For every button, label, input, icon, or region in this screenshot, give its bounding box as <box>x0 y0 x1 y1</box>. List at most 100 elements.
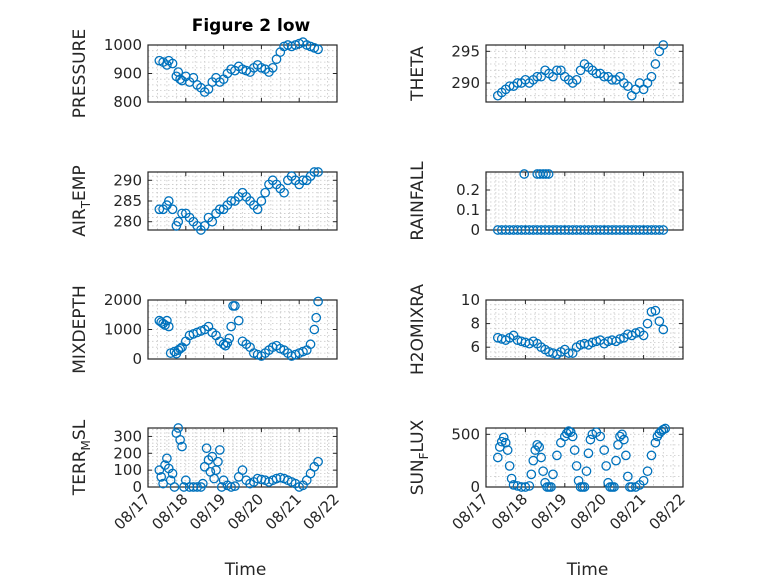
axes-frame <box>485 299 684 360</box>
data-point <box>642 466 653 477</box>
data-point <box>541 169 551 179</box>
y-tick-label: 8 <box>470 315 480 333</box>
data-point <box>538 169 548 179</box>
data-point <box>313 167 323 177</box>
data-point <box>519 169 530 179</box>
y-tick-label: 6 <box>470 338 480 356</box>
x-tick-label: 08/20 <box>567 490 610 533</box>
data-point <box>611 455 621 466</box>
data-point <box>167 204 178 215</box>
y-tick-label: 0.2 <box>456 181 480 199</box>
data-point <box>599 445 610 455</box>
y-tick-label: 900 <box>113 65 142 83</box>
data-point <box>188 482 199 492</box>
data-point <box>177 208 187 219</box>
data-point <box>162 60 172 70</box>
y-tick-label: 1000 <box>104 321 142 339</box>
data-point <box>214 445 225 455</box>
x-tick-label: 08/18 <box>148 490 191 533</box>
data-point <box>163 321 174 332</box>
y-tick-label: 0 <box>470 478 480 496</box>
data-point <box>532 440 543 450</box>
data-point <box>201 443 212 454</box>
data-point <box>237 465 248 475</box>
data-point <box>546 482 556 492</box>
data-point <box>502 445 513 455</box>
data-point <box>167 468 178 479</box>
y-tick-label: 290 <box>113 171 142 189</box>
data-point <box>601 461 612 471</box>
x-tick-label: 08/22 <box>300 490 343 533</box>
y-tick-label: 1000 <box>104 36 142 54</box>
data-point <box>267 62 278 73</box>
data-point <box>154 204 165 215</box>
data-point <box>617 429 627 440</box>
data-point <box>534 442 545 452</box>
y-tick-label: 280 <box>113 213 142 231</box>
data-point <box>524 481 535 491</box>
data-point <box>309 324 320 335</box>
data-point <box>548 469 558 480</box>
y-axis-label: MIXDEPTH <box>70 285 90 374</box>
data-point <box>498 432 509 443</box>
data-point <box>622 81 633 92</box>
data-point <box>184 482 195 492</box>
subplot-h2omixra: 6 8 10 H2OMIXRA <box>408 284 684 375</box>
y-tick-label: 0 <box>132 350 142 368</box>
data-point <box>658 40 669 50</box>
subplot-mixdepth: 0 1000 2000 MIXDEPTH <box>70 285 338 374</box>
data-point <box>650 305 661 316</box>
data-point <box>532 71 543 82</box>
data-point <box>552 65 562 76</box>
data-point <box>646 450 657 461</box>
subplot-theta: 290 295 THETA <box>408 40 684 103</box>
axes-frame <box>147 427 338 488</box>
data-point <box>252 204 263 215</box>
data-point <box>175 74 185 85</box>
data-point <box>536 452 547 463</box>
data-point <box>175 434 185 445</box>
data-point <box>512 78 523 88</box>
data-point <box>230 301 240 311</box>
y-tick-label: 800 <box>113 93 142 111</box>
data-point <box>305 339 316 350</box>
data-point <box>279 187 289 198</box>
subplot-air-temp: 280 285 290 AIRTEMP <box>70 165 338 237</box>
data-point <box>173 423 184 433</box>
data-point <box>230 481 240 492</box>
y-tick-label: 100 <box>113 461 142 479</box>
data-point <box>226 482 237 492</box>
data-point <box>298 175 308 186</box>
x-tick-label: 08/18 <box>488 490 531 533</box>
data-point <box>163 196 174 206</box>
y-axis-label: PRESSURE <box>70 29 90 118</box>
data-point <box>224 333 235 344</box>
data-point <box>646 306 657 317</box>
data-point <box>654 316 665 327</box>
x-tick-label: 08/20 <box>224 490 267 533</box>
data-point <box>569 445 580 455</box>
data-point <box>528 455 539 466</box>
data-point <box>169 482 180 492</box>
data-point <box>658 225 669 235</box>
data-point <box>504 81 515 92</box>
data-point <box>520 482 531 492</box>
y-tick-label: 0 <box>470 221 480 239</box>
data-point <box>552 450 562 461</box>
data-point <box>313 296 323 307</box>
data-point <box>561 428 572 439</box>
y-axis-label: TERRMSL <box>70 419 93 496</box>
axes-frame <box>485 44 684 103</box>
x-axis-label: Time <box>224 560 267 580</box>
y-tick-label: 0.1 <box>456 201 480 219</box>
data-point <box>233 315 244 326</box>
data-point <box>538 466 548 477</box>
y-tick-label: 295 <box>451 42 480 60</box>
data-point <box>309 167 320 177</box>
data-point <box>638 330 649 341</box>
data-point <box>313 456 323 467</box>
data-point <box>543 169 554 179</box>
